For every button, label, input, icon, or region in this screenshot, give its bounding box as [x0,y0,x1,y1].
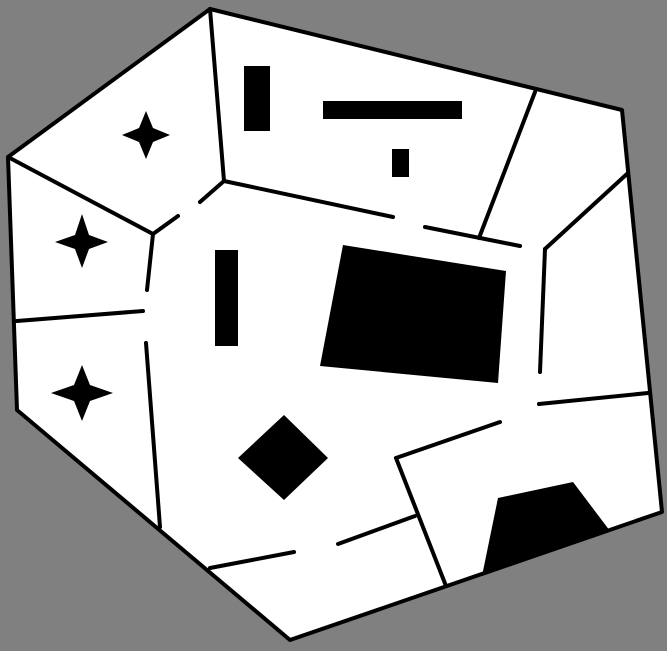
horizontal-bar-obstacle [323,101,462,119]
wall-segment [477,90,537,240]
wall-segment [394,456,448,588]
star-obstacle-top-left [122,111,170,159]
wall-segment [222,179,395,219]
wall-segment [145,232,155,292]
wall-segment [208,550,296,570]
wall-segment [151,214,180,236]
large-block-obstacle [320,245,506,383]
wall-segment [543,171,630,251]
wall-segment [423,225,522,248]
vertical-bar-obstacle-top [244,66,270,131]
wall-segment [336,514,417,546]
trapezoid-obstacle [482,482,610,576]
obstacles [51,66,610,576]
vertical-bar-obstacle-center [215,250,238,346]
wall-segment [208,7,226,183]
wall-segment [15,309,145,323]
wall-segment [394,420,502,460]
wall-segment [537,391,650,406]
small-block-obstacle [392,149,409,177]
wall-segment [144,341,162,529]
diamond-obstacle [238,415,328,500]
wall-segment [6,155,155,236]
star-obstacle-left-bottom [51,365,113,421]
interior-walls [6,7,650,588]
star-obstacle-left-middle [55,214,108,268]
wall-segment [538,247,547,374]
wall-segment [198,179,226,204]
